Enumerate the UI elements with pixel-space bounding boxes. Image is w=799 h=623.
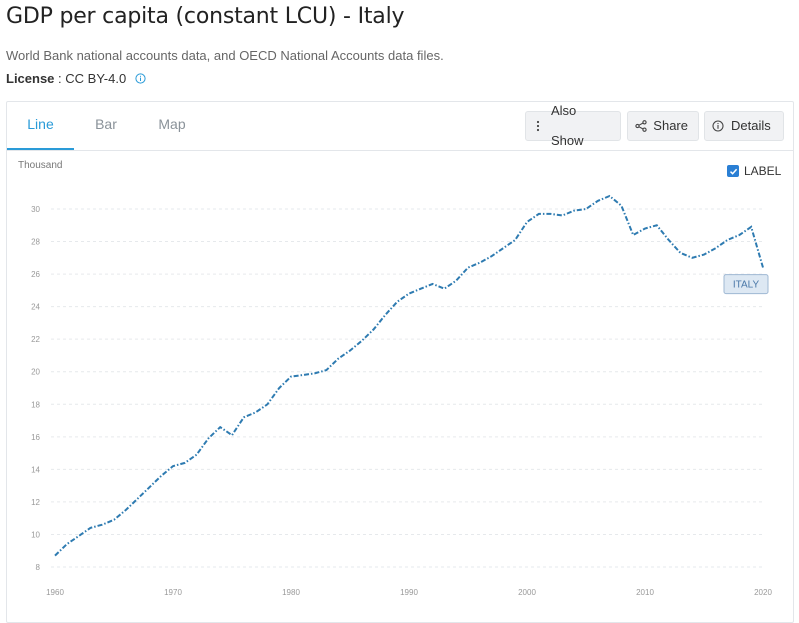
- license-label: License: [6, 71, 55, 86]
- label-checkbox[interactable]: [727, 165, 739, 177]
- source-note: World Bank national accounts data, and O…: [6, 48, 444, 63]
- line-chart: Thousand 8 10 12 14 16 18 20 22 24 26 28 30 1960 197…: [18, 160, 772, 597]
- chart-card: Line Bar Map Also Show Share Details LAB…: [6, 101, 794, 623]
- also-show-button[interactable]: Also Show: [525, 103, 621, 148]
- share-button[interactable]: Share: [627, 111, 699, 141]
- x-axis-ticks: 1960 1970 1980 1990 2000 2010 2020: [46, 588, 772, 597]
- share-icon: [628, 120, 653, 132]
- x-tick-label: 1990: [400, 588, 418, 597]
- x-tick-label: 2010: [636, 588, 654, 597]
- license-value: CC BY-4.0: [65, 71, 127, 86]
- label-toggle-text: LABEL: [744, 164, 782, 178]
- x-tick-label: 1980: [282, 588, 300, 597]
- x-tick-label: 1970: [164, 588, 182, 597]
- series-label-text: ITALY: [733, 280, 760, 291]
- x-tick-label: 1960: [46, 588, 64, 597]
- details-label: Details: [731, 118, 771, 133]
- y-tick-label: 20: [31, 368, 40, 377]
- series-label-italy[interactable]: ITALY: [723, 274, 769, 295]
- y-axis-ticks: 8 10 12 14 16 18 20 22 24 26 28 30: [31, 205, 40, 572]
- tab-line[interactable]: Line: [7, 102, 74, 150]
- y-tick-label: 18: [31, 400, 40, 409]
- y-tick-label: 24: [31, 303, 40, 312]
- series-label-box: [723, 274, 769, 295]
- view-tabs: Line Bar Map Also Show Share Details: [7, 102, 793, 151]
- label-toggle[interactable]: LABEL: [727, 164, 781, 178]
- y-tick-label: 8: [36, 563, 41, 572]
- info-circle-icon: [705, 120, 731, 132]
- checkmark-icon: [729, 168, 737, 175]
- share-label: Share: [653, 118, 688, 133]
- y-tick-label: 22: [31, 335, 40, 344]
- y-tick-label: 16: [31, 433, 40, 442]
- y-tick-label: 10: [31, 530, 40, 539]
- page-title: GDP per capita (constant LCU) - Italy: [6, 4, 405, 29]
- y-tick-label: 12: [31, 498, 40, 507]
- y-tick-label: 28: [31, 238, 40, 247]
- license-line: License : CC BY-4.0: [6, 71, 146, 87]
- x-tick-label: 2000: [518, 588, 536, 597]
- x-tick-label: 2020: [754, 588, 772, 597]
- y-tick-label: 30: [31, 205, 40, 214]
- gridlines: [51, 208, 763, 568]
- y-tick-label: 14: [31, 465, 40, 474]
- tab-bar[interactable]: Bar: [95, 116, 117, 132]
- license-separator: :: [54, 71, 66, 86]
- also-show-label: Also Show: [550, 103, 584, 148]
- y-tick-label: 26: [31, 270, 40, 279]
- series-line-italy[interactable]: [54, 194, 764, 557]
- y-unit-label: Thousand: [18, 160, 62, 171]
- more-vertical-icon: [526, 120, 551, 132]
- tab-map[interactable]: Map: [158, 116, 186, 132]
- info-icon[interactable]: [135, 72, 146, 87]
- details-button[interactable]: Details: [704, 111, 784, 141]
